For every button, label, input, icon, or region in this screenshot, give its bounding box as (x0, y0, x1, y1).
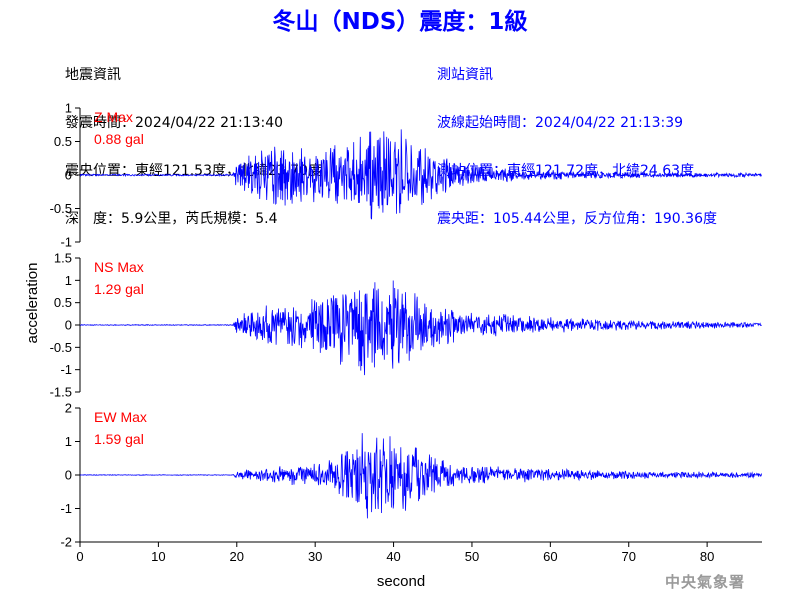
y-tick-label: 0.5 (54, 295, 72, 310)
quake-origin-time: 發震時間：2024/04/22 21:13:40 (65, 115, 284, 131)
y-tick-label: 0.5 (54, 134, 72, 149)
y-tick-label: 1 (65, 273, 72, 288)
trace-ns (79, 280, 762, 376)
trace-z (79, 129, 762, 220)
x-tick-label: 20 (230, 549, 244, 564)
y-tick-label: -1.5 (50, 385, 72, 400)
max-label-ew: EW Max (94, 409, 147, 425)
y-tick-label: -1 (60, 235, 72, 250)
x-tick-label: 30 (308, 549, 322, 564)
station-distance-azimuth: 震央距：105.44公里，反方位角：190.36度 (437, 211, 717, 227)
y-tick-label: -2 (60, 535, 72, 550)
station-info-heading: 測站資訊 (437, 67, 493, 83)
max-label-z: Z Max (94, 109, 133, 125)
x-tick-label: 50 (465, 549, 479, 564)
y-tick-label: 2 (65, 401, 72, 416)
y-tick-label: 1 (65, 434, 72, 449)
y-axis-label: acceleration (24, 263, 41, 344)
chart-title: 冬山（NDS）震度：1級 (272, 9, 528, 35)
x-tick-label: 60 (543, 549, 557, 564)
y-tick-label: -0.5 (50, 340, 72, 355)
quake-info-heading: 地震資訊 (65, 67, 121, 83)
max-value-ew: 1.59 gal (94, 431, 144, 447)
y-tick-label: 0 (65, 318, 72, 333)
x-tick-label: 0 (76, 549, 83, 564)
y-tick-label: -0.5 (50, 201, 72, 216)
quake-depth-magnitude: 深 度：5.9公里，芮氏規模：5.4 (65, 211, 278, 227)
max-value-ns: 1.29 gal (94, 281, 144, 297)
quake-info-block: 地震資訊 發震時間：2024/04/22 21:13:40 震央位置：東經121… (65, 35, 322, 243)
agency-footer: 中央氣象署 (664, 573, 745, 591)
x-tick-label: 80 (700, 549, 714, 564)
x-tick-label: 10 (151, 549, 165, 564)
y-tick-label: -1 (60, 362, 72, 377)
x-axis-label: second (377, 573, 425, 590)
trace-ew (79, 433, 762, 519)
y-tick-label: 1.5 (54, 251, 72, 266)
x-tick-label: 40 (386, 549, 400, 564)
y-tick-label: 0 (65, 168, 72, 183)
y-tick-label: -1 (60, 501, 72, 516)
max-label-ns: NS Max (94, 259, 144, 275)
y-tick-label: 0 (65, 468, 72, 483)
station-info-block: 測站資訊 波線起始時間：2024/04/22 21:13:39 測站位置：東經1… (437, 35, 717, 243)
station-wave-start: 波線起始時間：2024/04/22 21:13:39 (437, 115, 684, 131)
max-value-z: 0.88 gal (94, 131, 144, 147)
x-tick-label: 70 (622, 549, 636, 564)
y-tick-label: 1 (65, 101, 72, 116)
